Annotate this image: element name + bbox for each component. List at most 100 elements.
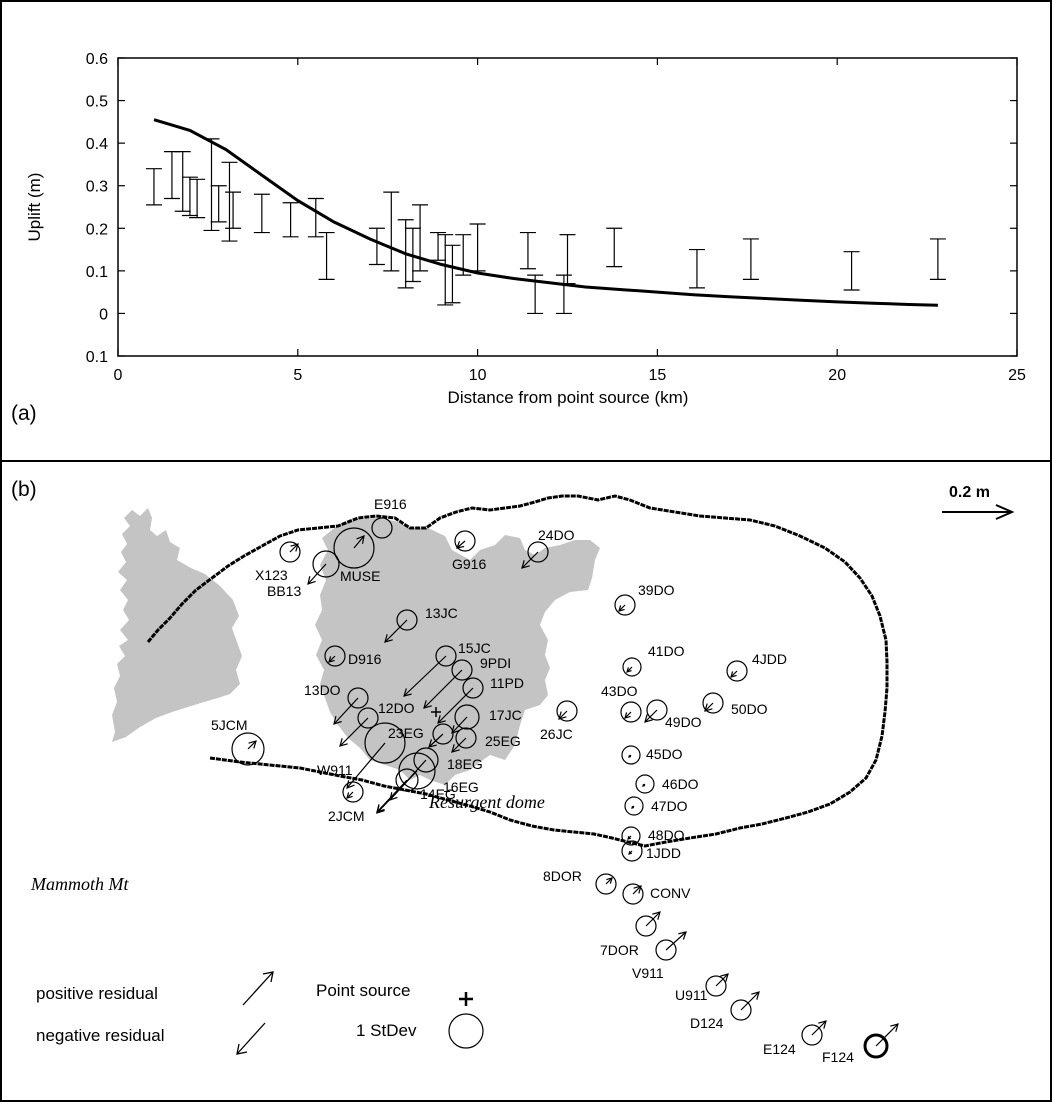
station-14eg: 14EG	[376, 768, 456, 813]
residual-arrow	[456, 540, 466, 549]
station-26jc: 26JC	[540, 700, 578, 742]
legend-stdev-label: 1 StDev	[356, 1021, 417, 1040]
residual-arrow	[247, 740, 257, 750]
legend-point-source-label: Point source	[316, 981, 411, 1000]
station-9pdi: 9PDI	[423, 655, 511, 709]
residual-arrow	[307, 563, 327, 585]
station-label: 43DO	[601, 683, 638, 699]
error-bar	[203, 138, 220, 232]
arrow-head	[631, 805, 635, 809]
residual-arrow	[423, 669, 463, 709]
point-source-marker	[431, 707, 441, 717]
arrow-head	[606, 877, 613, 884]
error-ellipse	[726, 660, 748, 682]
error-bar	[221, 161, 238, 242]
station-8dor: 8DOR	[543, 868, 617, 895]
error-ellipse	[324, 645, 346, 667]
station-49do: 49DO	[644, 699, 702, 730]
station-label: 41DO	[648, 643, 685, 659]
station-d916: D916	[324, 645, 382, 667]
error-bar	[469, 223, 486, 272]
legend-plus-icon	[459, 992, 473, 1006]
error-bar	[559, 234, 576, 285]
error-bar	[282, 202, 299, 238]
station-label: 50DO	[731, 701, 768, 717]
station-label: 14EG	[420, 786, 456, 802]
error-bar	[307, 197, 324, 238]
arrow-head	[376, 804, 385, 813]
error-ellipse	[624, 796, 644, 816]
arrow-head	[356, 535, 365, 544]
station-label: 4JDD	[752, 651, 787, 667]
error-ellipse	[347, 687, 369, 709]
station-label: 45DO	[646, 746, 683, 762]
error-bar	[181, 176, 198, 217]
station-17jc: 17JC	[451, 704, 522, 734]
station-label: 39DO	[638, 582, 675, 598]
error-ellipse	[863, 1033, 889, 1059]
residual-arrow	[428, 733, 444, 748]
arrow-head	[451, 744, 460, 753]
station-label: 47DO	[651, 798, 688, 814]
residual-vectors: E916 X123 MUSE G916 24DO 39DO BB13 13JC D916 15JC…	[211, 496, 899, 1065]
residual-arrow	[624, 711, 632, 719]
arrow-head	[423, 700, 432, 709]
residual-arrow	[451, 716, 468, 734]
error-bar	[163, 151, 180, 200]
station-11pd: 11PD	[437, 675, 524, 724]
x-tick-label: 25	[1008, 367, 1026, 384]
station-43do: 43DO	[601, 683, 642, 723]
error-ellipse	[702, 692, 724, 714]
error-ellipse	[635, 915, 657, 937]
station-25eg: 25EG	[451, 727, 521, 753]
error-ellipse	[454, 530, 476, 552]
error-ellipse	[364, 722, 406, 764]
error-bar	[189, 178, 206, 219]
legend-negative-arrow	[236, 1022, 266, 1055]
residual-arrow	[339, 717, 369, 747]
error-bar	[688, 248, 705, 289]
station-5jcm: 5JCM	[211, 717, 265, 766]
station-label: 13JC	[425, 605, 458, 621]
error-ellipse	[432, 723, 454, 745]
x-tick-label: 5	[293, 367, 302, 384]
residual-arrow	[558, 710, 568, 720]
caldera-outline	[146, 494, 889, 848]
y-tick-label: 0	[99, 306, 108, 323]
error-bar	[174, 151, 191, 212]
station-label: 2JCM	[328, 808, 365, 824]
station-v911: V911	[632, 931, 687, 981]
arrow-head	[633, 885, 642, 894]
error-ellipse	[730, 999, 752, 1021]
residual-arrow	[451, 737, 467, 753]
error-ellipse	[620, 701, 642, 723]
y-tick-label: 0.1	[86, 264, 108, 281]
scale-label: 0.2 m	[949, 484, 990, 501]
error-ellipse	[622, 883, 644, 905]
arrow-head	[403, 688, 412, 697]
station-label: E124	[763, 1041, 796, 1057]
station-label: 24DO	[538, 527, 575, 543]
panel-b: (b) E916 X123 MUSE G916 24DO 39DO BB13 13JC D916…	[11, 478, 1015, 1065]
station-7dor: 7DOR	[600, 911, 661, 958]
arrow-head	[248, 740, 257, 749]
station-label: 46DO	[662, 776, 699, 792]
panel-a: 0.6 0.5 0.4 0.3 0.2 0.1 0 0.1 0 5 10 15 20 25 Uplift…	[11, 51, 1026, 425]
station-50do: 50DO	[702, 692, 768, 717]
arrow-head	[618, 605, 625, 612]
error-ellipse	[646, 699, 668, 721]
station-label: 17JC	[489, 707, 522, 723]
residual-arrow	[437, 687, 474, 724]
y-tick-label: 0.6	[86, 51, 108, 68]
arrow-head	[626, 667, 632, 673]
error-ellipse	[279, 541, 301, 563]
arrow-head	[290, 543, 299, 552]
error-ellipse	[312, 550, 340, 578]
residual-arrow	[376, 779, 408, 813]
arrow-head	[652, 911, 661, 920]
error-bar	[210, 185, 227, 223]
arrow-head	[730, 671, 737, 678]
arrow-head	[346, 792, 353, 799]
error-ellipse	[357, 707, 379, 729]
